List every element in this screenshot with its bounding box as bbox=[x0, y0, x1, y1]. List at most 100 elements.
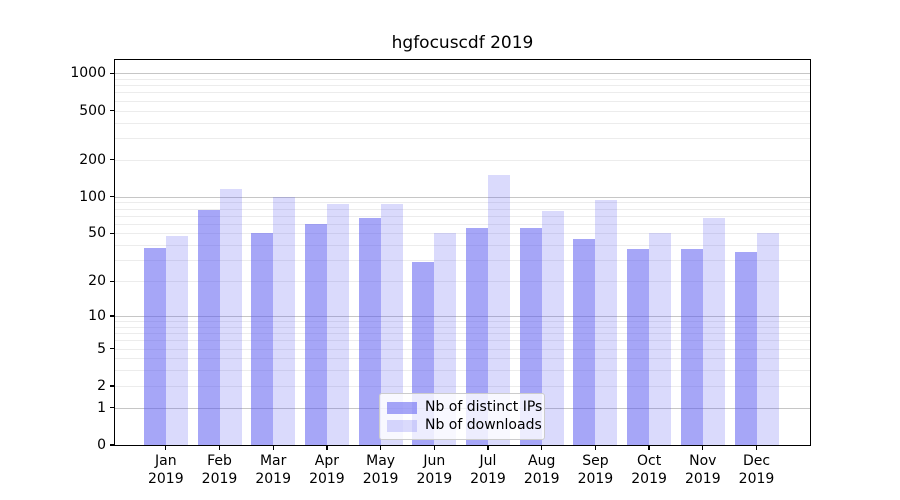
gridline-minor bbox=[115, 208, 810, 210]
gridline-minor bbox=[115, 159, 810, 161]
legend-item-downloads: Nb of downloads bbox=[387, 417, 544, 434]
chart-title: hgfocuscdf 2019 bbox=[391, 33, 534, 53]
y-tick-label: 500 bbox=[79, 102, 106, 119]
x-tick-mark bbox=[755, 446, 758, 450]
legend-swatch-downloads bbox=[387, 419, 417, 432]
legend: Nb of distinct IPs Nb of downloads bbox=[379, 393, 545, 440]
y-tick-mark bbox=[110, 280, 114, 282]
x-tick-mark bbox=[326, 446, 328, 450]
gridline-minor bbox=[115, 333, 810, 335]
plot-area bbox=[114, 59, 811, 446]
bar-ips-feb bbox=[197, 209, 220, 445]
gridline-minor bbox=[115, 202, 810, 204]
x-tick-mark bbox=[165, 446, 167, 450]
x-tick-mark bbox=[433, 446, 435, 450]
gridline-minor bbox=[115, 85, 810, 87]
bar-ips-dec bbox=[734, 252, 757, 445]
y-tick-mark bbox=[110, 196, 114, 198]
legend-label-distinct-ips: Nb of distinct IPs bbox=[425, 399, 543, 415]
y-tick-mark bbox=[110, 72, 114, 74]
bar-downloads-mar bbox=[273, 196, 296, 445]
bar-downloads-jul bbox=[488, 175, 510, 445]
bar-ips-sep bbox=[573, 239, 596, 445]
bar-downloads-aug bbox=[541, 210, 564, 445]
gridline-minor bbox=[115, 137, 810, 139]
bar-downloads-nov bbox=[702, 218, 725, 445]
x-tick-mark bbox=[541, 446, 543, 450]
bar-downloads-jun bbox=[434, 233, 457, 445]
x-tick-label: May 2019 bbox=[362, 453, 399, 487]
gridline-minor bbox=[115, 321, 810, 323]
gridline-major bbox=[115, 73, 810, 75]
y-tick-label: 5 bbox=[97, 340, 106, 357]
gridline-minor bbox=[115, 110, 810, 112]
x-tick-label: Dec 2019 bbox=[738, 453, 775, 487]
bar-ips-oct bbox=[627, 249, 650, 445]
y-tick-label: 10 bbox=[88, 307, 106, 324]
gridline-minor bbox=[115, 358, 810, 360]
x-tick-label: Jul 2019 bbox=[470, 453, 506, 487]
gridline-minor bbox=[115, 78, 810, 80]
x-tick-label: Oct 2019 bbox=[631, 453, 667, 487]
gridline-minor bbox=[115, 233, 810, 235]
bar-ips-jan bbox=[143, 247, 166, 445]
gridline-major bbox=[115, 315, 810, 317]
legend-swatch-distinct-ips bbox=[387, 401, 417, 414]
x-tick-mark bbox=[218, 446, 221, 450]
bar-ips-nov bbox=[680, 249, 703, 445]
bar-downloads-feb bbox=[219, 188, 242, 445]
y-tick-mark bbox=[110, 232, 114, 235]
gridline-minor bbox=[115, 223, 810, 225]
gridline-minor bbox=[115, 326, 810, 328]
bar-ips-may bbox=[358, 218, 381, 445]
x-tick-label: Nov 2019 bbox=[684, 453, 721, 487]
x-tick-label: Apr 2019 bbox=[309, 453, 345, 487]
gridline-minor bbox=[115, 245, 810, 247]
legend-label-downloads: Nb of downloads bbox=[425, 417, 542, 433]
gridline-minor bbox=[115, 385, 810, 387]
y-tick-mark bbox=[110, 315, 114, 317]
bar-downloads-oct bbox=[649, 233, 672, 445]
bar-downloads-dec bbox=[756, 233, 779, 445]
y-tick-label: 20 bbox=[88, 273, 106, 290]
bar-ips-aug bbox=[519, 228, 542, 445]
gridline-major bbox=[115, 196, 810, 198]
y-tick-label: 200 bbox=[79, 151, 106, 168]
x-tick-label: Sep 2019 bbox=[577, 453, 614, 487]
y-tick-mark bbox=[110, 347, 114, 350]
y-tick-label: 0 bbox=[97, 437, 106, 453]
gridline-minor bbox=[115, 370, 810, 372]
y-tick-mark bbox=[110, 109, 114, 112]
gridline-minor bbox=[115, 281, 810, 283]
y-tick-label: 1 bbox=[97, 399, 106, 416]
y-tick-mark bbox=[110, 385, 114, 387]
gridline-minor bbox=[115, 260, 810, 262]
y-tick-mark bbox=[110, 444, 114, 446]
x-tick-label: Feb 2019 bbox=[201, 453, 238, 487]
bar-downloads-jan bbox=[165, 235, 188, 445]
bar-downloads-apr bbox=[326, 203, 349, 445]
gridline-minor bbox=[115, 92, 810, 94]
x-tick-mark bbox=[648, 446, 650, 450]
gridline-minor bbox=[115, 348, 810, 350]
y-tick-label: 2 bbox=[97, 377, 106, 394]
y-tick-label: 1000 bbox=[70, 65, 106, 82]
x-tick-label: Mar 2019 bbox=[255, 453, 291, 487]
y-tick-mark bbox=[110, 407, 114, 409]
x-tick-mark bbox=[594, 446, 597, 450]
gridline-minor bbox=[115, 100, 810, 102]
bar-ips-apr bbox=[304, 223, 327, 445]
x-tick-mark bbox=[487, 446, 489, 450]
x-tick-label: Aug 2019 bbox=[523, 453, 560, 487]
legend-item-distinct-ips: Nb of distinct IPs bbox=[387, 399, 544, 416]
bar-ips-jul bbox=[466, 228, 488, 445]
gridline-minor bbox=[115, 122, 810, 124]
x-tick-label: Jan 2019 bbox=[147, 453, 184, 487]
gridline-minor bbox=[115, 340, 810, 342]
x-tick-label: Jun 2019 bbox=[416, 453, 453, 487]
x-tick-mark bbox=[379, 446, 382, 450]
bar-ips-mar bbox=[251, 233, 274, 445]
bar-downloads-sep bbox=[595, 200, 618, 445]
y-tick-label: 50 bbox=[88, 225, 106, 242]
